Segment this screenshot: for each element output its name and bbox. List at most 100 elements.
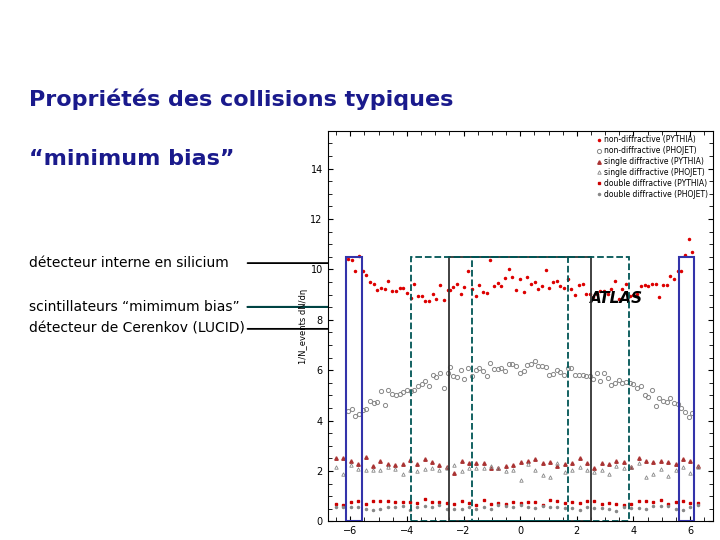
double diffractive (PHOJET) xyxy=(582,504,591,510)
double diffractive (PHOJET) xyxy=(346,504,355,510)
single diffractive (PHOJET) xyxy=(531,467,540,473)
single diffractive (PHOJET) xyxy=(686,470,695,477)
non-diffractive (PHOJET) xyxy=(453,374,462,381)
non-diffractive (PYTHIA) xyxy=(564,275,572,282)
non-diffractive (PYTHIA) xyxy=(541,267,550,273)
single diffractive (PHOJET) xyxy=(361,467,370,473)
single diffractive (PHOJET) xyxy=(405,467,414,474)
double diffractive (PHOJET) xyxy=(376,506,384,512)
single diffractive (PHOJET) xyxy=(332,463,341,470)
single diffractive (PHOJET) xyxy=(575,464,584,470)
Text: détecteur interne en silicium: détecteur interne en silicium xyxy=(29,256,228,270)
non-diffractive (PYTHIA) xyxy=(526,281,535,287)
single diffractive (PHOJET) xyxy=(516,477,525,483)
non-diffractive (PHOJET) xyxy=(467,373,476,380)
double diffractive (PYTHIA) xyxy=(546,497,554,503)
double diffractive (PYTHIA) xyxy=(369,498,377,504)
non-diffractive (PHOJET) xyxy=(508,361,517,367)
single diffractive (PYTHIA) xyxy=(332,455,341,461)
Text: ATLAS: ATLAS xyxy=(590,291,643,306)
single diffractive (PYTHIA) xyxy=(487,465,495,471)
double diffractive (PHOJET) xyxy=(487,505,495,512)
Bar xyxy=(472,257,568,522)
Text: Propriétés des collisions typiques: Propriétés des collisions typiques xyxy=(29,89,453,111)
non-diffractive (PHOJET) xyxy=(516,370,524,376)
double diffractive (PHOJET) xyxy=(664,503,672,509)
non-diffractive (PHOJET) xyxy=(582,373,590,380)
single diffractive (PHOJET) xyxy=(346,462,355,468)
Text: détecteur de Cerenkov (LUCID): détecteur de Cerenkov (LUCID) xyxy=(29,322,245,336)
non-diffractive (PHOJET) xyxy=(497,364,505,371)
double diffractive (PHOJET) xyxy=(480,504,488,510)
single diffractive (PHOJET) xyxy=(546,474,554,480)
non-diffractive (PHOJET) xyxy=(526,360,535,367)
double diffractive (PYTHIA) xyxy=(664,501,672,507)
double diffractive (PHOJET) xyxy=(598,505,606,511)
double diffractive (PYTHIA) xyxy=(523,498,532,505)
single diffractive (PYTHIA) xyxy=(575,455,584,461)
non-diffractive (PHOJET) xyxy=(559,372,568,378)
Bar xyxy=(679,257,694,522)
non-diffractive (PYTHIA) xyxy=(519,288,528,295)
Text: Premières mesures physiques en 2009: Premières mesures physiques en 2009 xyxy=(0,20,720,55)
single diffractive (PHOJET) xyxy=(590,469,598,475)
single diffractive (PHOJET) xyxy=(642,474,650,481)
non-diffractive (PHOJET) xyxy=(519,368,528,375)
non-diffractive (PYTHIA) xyxy=(578,281,587,287)
single diffractive (PYTHIA) xyxy=(494,465,503,471)
single diffractive (PHOJET) xyxy=(443,464,451,471)
non-diffractive (PHOJET) xyxy=(530,358,539,365)
double diffractive (PYTHIA) xyxy=(509,499,518,505)
non-diffractive (PYTHIA) xyxy=(486,256,495,263)
double diffractive (PHOJET) xyxy=(502,502,510,509)
non-diffractive (PHOJET) xyxy=(505,361,513,367)
double diffractive (PHOJET) xyxy=(612,508,621,514)
non-diffractive (PYTHIA) xyxy=(497,282,505,289)
non-diffractive (PYTHIA) xyxy=(530,279,539,285)
double diffractive (PHOJET) xyxy=(605,505,613,512)
double diffractive (PHOJET) xyxy=(686,504,695,510)
double diffractive (PHOJET) xyxy=(575,507,584,514)
single diffractive (PHOJET) xyxy=(664,473,672,480)
double diffractive (PHOJET) xyxy=(450,506,459,512)
non-diffractive (PYTHIA) xyxy=(534,286,543,292)
double diffractive (PHOJET) xyxy=(516,502,525,508)
double diffractive (PYTHIA) xyxy=(502,500,510,507)
single diffractive (PHOJET) xyxy=(398,470,407,477)
double diffractive (PYTHIA) xyxy=(450,501,459,508)
double diffractive (PYTHIA) xyxy=(657,497,665,503)
single diffractive (PYTHIA) xyxy=(693,462,702,469)
double diffractive (PHOJET) xyxy=(546,503,554,510)
single diffractive (PYTHIA) xyxy=(361,454,370,460)
double diffractive (PYTHIA) xyxy=(361,501,370,507)
non-diffractive (PYTHIA) xyxy=(545,285,554,291)
double diffractive (PHOJET) xyxy=(413,503,422,510)
single diffractive (PYTHIA) xyxy=(420,456,429,462)
double diffractive (PHOJET) xyxy=(443,505,451,512)
non-diffractive (PYTHIA) xyxy=(585,291,594,298)
non-diffractive (PHOJET) xyxy=(549,370,557,377)
single diffractive (PYTHIA) xyxy=(539,460,547,466)
double diffractive (PYTHIA) xyxy=(413,500,422,507)
non-diffractive (PYTHIA) xyxy=(467,286,476,292)
single diffractive (PYTHIA) xyxy=(523,458,532,464)
double diffractive (PHOJET) xyxy=(369,507,377,513)
single diffractive (PHOJET) xyxy=(369,467,377,474)
non-diffractive (PYTHIA) xyxy=(464,267,472,274)
double diffractive (PHOJET) xyxy=(384,504,392,511)
single diffractive (PYTHIA) xyxy=(376,457,384,464)
double diffractive (PYTHIA) xyxy=(686,500,695,507)
Line: non-diffractive (PHOJET): non-diffractive (PHOJET) xyxy=(448,359,592,381)
double diffractive (PHOJET) xyxy=(361,505,370,512)
single diffractive (PYTHIA) xyxy=(464,460,473,466)
double diffractive (PHOJET) xyxy=(354,504,363,510)
single diffractive (PHOJET) xyxy=(605,471,613,477)
non-diffractive (PHOJET) xyxy=(585,373,594,379)
double diffractive (PYTHIA) xyxy=(405,499,414,505)
double diffractive (PHOJET) xyxy=(428,504,436,510)
double diffractive (PHOJET) xyxy=(494,501,503,508)
non-diffractive (PHOJET) xyxy=(500,368,509,374)
single diffractive (PYTHIA) xyxy=(516,459,525,465)
non-diffractive (PYTHIA) xyxy=(523,274,531,280)
single diffractive (PHOJET) xyxy=(523,460,532,467)
